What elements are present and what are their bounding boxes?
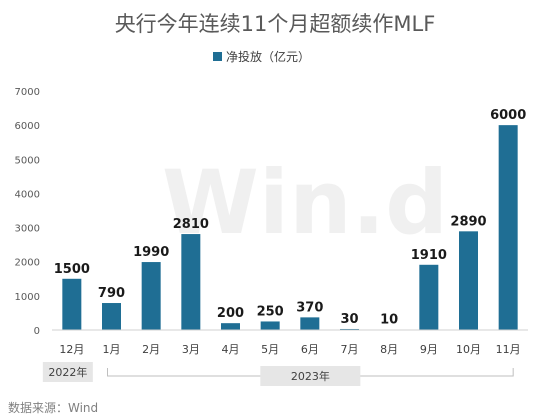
year-label: 2022年	[48, 365, 87, 379]
bar	[62, 278, 82, 330]
chart-title: 央行今年连续11个月超额续作MLF	[115, 12, 436, 36]
data-label: 200	[217, 306, 244, 321]
x-tick-label: 6月	[301, 343, 319, 356]
data-labels: 1500 790 1990 2810 200 250 370 30 10 1910 2890 6000	[54, 108, 527, 328]
data-label: 250	[257, 304, 284, 319]
x-tick-label: 2月	[142, 343, 160, 356]
data-label: 1500	[54, 262, 90, 277]
data-label: 2810	[173, 217, 209, 232]
bar	[459, 231, 478, 330]
x-tick-label: 12月	[59, 343, 84, 356]
bar	[498, 125, 518, 331]
x-tick-label: 5月	[261, 343, 279, 356]
legend-label: 净投放（亿元）	[226, 49, 310, 64]
x-tick-label: 11月	[496, 343, 521, 356]
x-axis: 12月 1月 2月 3月 4月 5月 6月 7月 8月 9月 10月 11月	[52, 329, 528, 356]
x-tick-label: 10月	[456, 343, 481, 356]
year-label: 2023年	[291, 369, 330, 383]
data-label: 790	[98, 286, 125, 301]
y-tick-label: 2000	[15, 258, 40, 269]
y-tick-label: 4000	[15, 189, 40, 200]
data-label: 1910	[411, 248, 447, 263]
y-axis: 0 1000 2000 3000 4000 5000 6000 7000	[15, 87, 40, 337]
source-note: 数据来源：Wind	[8, 401, 99, 415]
x-tick-label: 7月	[341, 343, 359, 356]
year-box	[260, 366, 361, 386]
data-label: 30	[340, 312, 358, 327]
bar	[181, 234, 201, 330]
data-label: 6000	[490, 108, 526, 123]
legend-swatch	[213, 52, 222, 61]
bar	[221, 323, 240, 330]
y-tick-label: 7000	[15, 87, 40, 98]
data-label: 10	[380, 313, 398, 328]
bar	[300, 317, 320, 330]
y-tick-label: 3000	[15, 224, 40, 235]
x-tick-label: 4月	[222, 343, 240, 356]
bar	[141, 262, 161, 330]
y-tick-label: 6000	[15, 121, 40, 132]
watermark: Win.d	[162, 151, 448, 254]
data-label: 370	[296, 300, 323, 315]
year-groups: 2022年 2023年	[42, 362, 514, 386]
data-label: 2890	[450, 214, 486, 229]
x-tick-label: 3月	[182, 343, 200, 356]
bar	[340, 328, 359, 330]
y-tick-label: 1000	[15, 292, 40, 303]
bars	[62, 125, 518, 331]
bar	[260, 321, 280, 330]
bar	[102, 303, 121, 330]
y-tick-label: 0	[34, 326, 40, 337]
bar	[419, 264, 439, 330]
x-tick-label: 8月	[380, 343, 398, 356]
x-tick-label: 1月	[103, 343, 121, 356]
y-tick-label: 5000	[15, 155, 40, 166]
year-box	[42, 362, 93, 382]
x-tick-label: 9月	[420, 343, 438, 356]
data-label: 1990	[133, 245, 169, 260]
